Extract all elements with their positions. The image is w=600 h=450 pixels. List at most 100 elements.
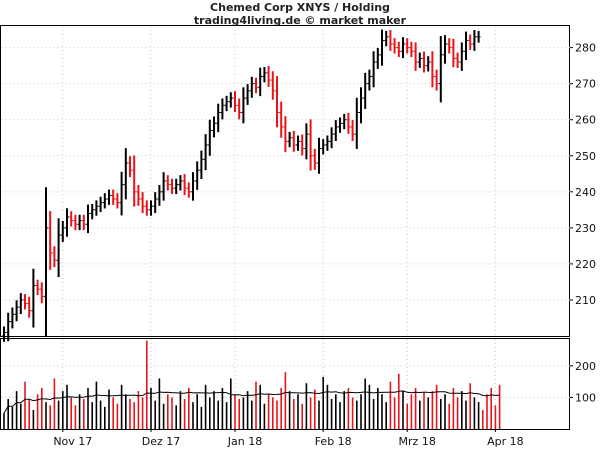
price-bar: [149, 200, 153, 216]
price-bar: [178, 175, 183, 191]
price-bar: [48, 211, 53, 270]
price-bar: [102, 193, 107, 209]
price-bar: [212, 116, 216, 138]
chart-subtitle: trading4living.de © market maker: [193, 14, 407, 27]
price-bar: [224, 95, 229, 112]
price-bar: [6, 312, 11, 342]
price-bar: [312, 148, 317, 170]
price-bar: [56, 218, 61, 278]
price-bar: [304, 123, 309, 160]
price-bar: [228, 92, 233, 108]
x-axis-label: Dez 17: [142, 435, 181, 448]
price-axis-label: 220: [575, 258, 596, 271]
price-bar: [375, 47, 380, 69]
price-bar: [39, 282, 44, 304]
price-bar: [346, 112, 351, 134]
chart-title-block: Chemed Corp XNYS / Holding trading4livin…: [0, 1, 600, 27]
price-bar: [270, 71, 275, 100]
price-bar: [107, 189, 111, 205]
price-bar: [338, 117, 342, 133]
price-bar: [409, 41, 414, 58]
price-bar: [73, 214, 78, 231]
price-bar: [140, 192, 145, 214]
price-bar: [94, 200, 99, 216]
x-axis-label: Mrz 18: [399, 435, 436, 448]
price-bar: [371, 51, 376, 88]
price-bar: [388, 29, 393, 51]
price-axis-label: 240: [575, 186, 596, 199]
price-bar: [434, 69, 439, 91]
price-bar: [60, 221, 65, 242]
price-bar: [405, 38, 410, 54]
price-bar: [207, 119, 212, 156]
price-bar: [279, 101, 284, 138]
price-bar: [392, 38, 397, 54]
price-bar: [401, 37, 405, 59]
price-bar: [199, 150, 204, 180]
price-bar: [275, 76, 279, 128]
price-bar: [65, 208, 69, 237]
price-bar: [426, 56, 431, 72]
price-bar: [321, 139, 326, 155]
volume-panel-frame: [0, 338, 570, 430]
price-bar: [195, 161, 200, 190]
price-bar: [44, 187, 48, 337]
price-bar: [417, 52, 422, 68]
price-bar: [115, 193, 120, 209]
price-bar: [90, 203, 95, 220]
price-bar: [111, 189, 116, 205]
price-bar: [438, 36, 443, 103]
price-bar: [233, 91, 237, 113]
price-bar: [98, 196, 103, 213]
price-bar: [447, 38, 452, 54]
price-bar: [266, 66, 271, 87]
price-axis-label: 230: [575, 222, 596, 235]
price-bar: [123, 148, 128, 200]
price-bar: [174, 178, 179, 195]
price-bar: [254, 77, 258, 94]
price-bar: [186, 182, 191, 198]
x-axis-label: Jan 18: [227, 435, 262, 448]
price-bar: [291, 130, 296, 152]
price-bar: [296, 135, 300, 151]
price-bar: [325, 135, 330, 151]
price-bar: [262, 67, 267, 83]
price-axis-label: 250: [575, 150, 596, 163]
price-bar: [329, 127, 334, 149]
price-bar: [245, 84, 250, 105]
price-bar: [170, 178, 174, 195]
price-bar: [10, 307, 15, 329]
price-bar: [283, 116, 288, 153]
price-bar: [220, 98, 225, 120]
price-bar: [27, 296, 32, 318]
price-bar: [191, 172, 195, 201]
price-bar: [2, 326, 6, 342]
price-bar: [333, 120, 338, 141]
price-bar: [342, 113, 347, 130]
price-bar: [287, 131, 292, 148]
price-bar: [308, 119, 313, 171]
price-bar: [451, 38, 456, 68]
price-bar: [241, 87, 246, 124]
x-axis-label: Feb 18: [315, 435, 352, 448]
price-bar: [165, 175, 170, 191]
price-bar: [81, 214, 86, 231]
price-bar: [203, 134, 208, 171]
price-bar: [396, 41, 401, 58]
price-bar: [249, 76, 254, 98]
volume-moving-average-line: [3, 390, 500, 414]
price-bar: [430, 51, 435, 88]
volume-axis-label: 200: [575, 360, 596, 373]
price-bar: [380, 29, 384, 66]
volume-axis-label: 100: [575, 391, 596, 404]
price-bar: [384, 30, 389, 47]
price-bar: [182, 174, 187, 196]
price-bar: [216, 103, 221, 133]
price-bar: [14, 300, 19, 322]
price-bar: [157, 184, 162, 206]
x-axis-label: Nov 17: [53, 435, 92, 448]
price-bar: [422, 51, 426, 73]
price-bar: [300, 134, 305, 156]
x-axis-label: Apr 18: [487, 435, 524, 448]
price-bar: [472, 29, 477, 51]
